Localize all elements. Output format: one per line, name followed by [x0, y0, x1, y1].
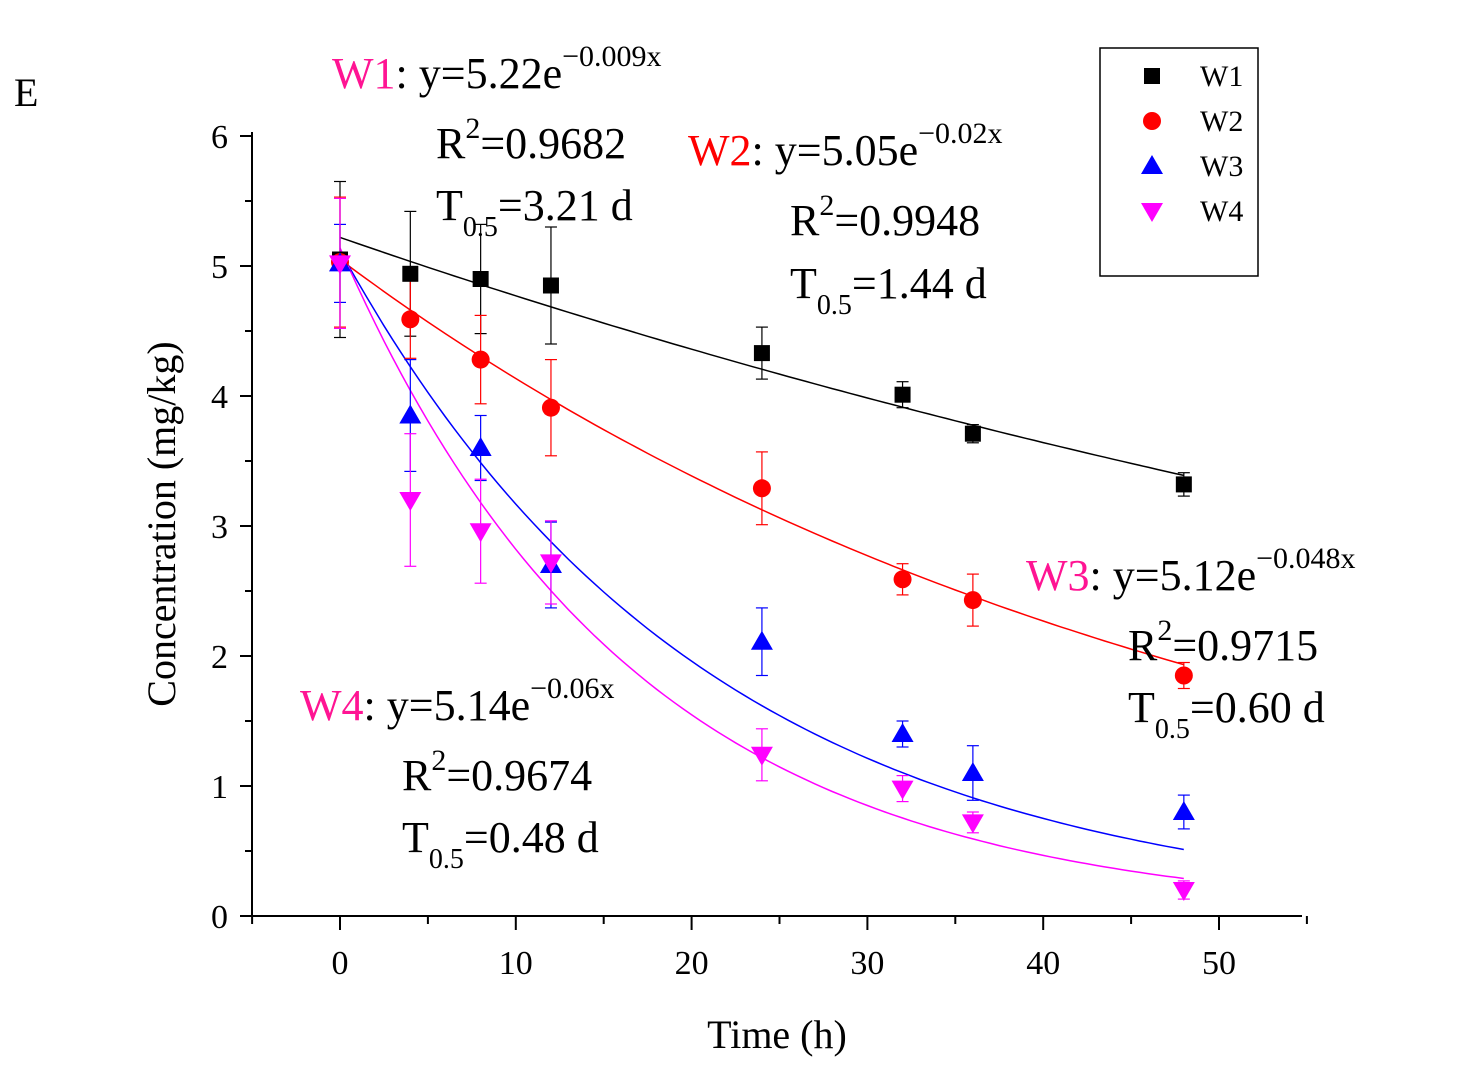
legend-label-w2: W2 — [1200, 105, 1243, 138]
legend-marker-w2 — [1143, 112, 1161, 130]
legend-box — [1099, 47, 1259, 277]
data-point-w1 — [542, 277, 559, 294]
t-w2: T0.5=1.44 d — [790, 259, 987, 321]
eq-w3-exp: −0.048x — [1256, 542, 1355, 575]
x-axis-title: Time (h) — [707, 1012, 847, 1057]
y-tick-label: 0 — [211, 899, 228, 936]
eq-w4: W4: y=5.14e−0.06x — [300, 672, 615, 730]
y-tick-label: 3 — [211, 509, 228, 546]
data-point-w2 — [471, 350, 490, 369]
x-tick-label: 20 — [675, 945, 709, 982]
x-tick-label: 40 — [1026, 945, 1060, 982]
y-tick-label: 1 — [211, 769, 228, 806]
eq-w4-exp: −0.06x — [530, 672, 614, 705]
error-bars — [334, 180, 1190, 900]
x-tick-label: 10 — [499, 945, 533, 982]
data-point-w1 — [894, 386, 911, 403]
eq-w1-exp: −0.009x — [562, 40, 661, 73]
data-point-w4 — [469, 523, 492, 543]
data-point-w1 — [964, 425, 981, 442]
annotations: W1: y=5.22e−0.009x R2=0.9682 T0.5=3.21 d… — [300, 40, 1356, 875]
data-point-w3 — [1172, 801, 1195, 820]
eq-w1-body: : y=5.22e — [396, 49, 563, 98]
x-tick-label: 0 — [332, 945, 349, 982]
data-point-w3 — [399, 404, 422, 424]
r2-w3: R2=0.9715 — [1128, 614, 1318, 670]
data-markers — [329, 251, 1195, 901]
t-w1: T0.5=3.21 d — [436, 181, 633, 243]
eq-w4-name: W4 — [300, 681, 364, 730]
data-point-w2 — [401, 310, 420, 329]
legend-label-w3: W3 — [1200, 150, 1243, 183]
data-point-w1 — [472, 271, 489, 287]
eq-w3-name: W3 — [1026, 551, 1090, 600]
data-point-w3 — [469, 437, 492, 456]
y-tick-label: 2 — [211, 639, 228, 676]
data-point-w3 — [750, 630, 773, 650]
y-tick-label: 4 — [211, 379, 228, 416]
data-point-w4 — [539, 554, 562, 574]
eq-w1-name: W1 — [332, 49, 396, 98]
data-point-w2 — [893, 570, 912, 589]
r2-w4: R2=0.9674 — [402, 744, 592, 800]
legend-label-w4: W4 — [1200, 195, 1243, 228]
eq-w1: W1: y=5.22e−0.009x — [332, 40, 662, 98]
eq-w2-body: : y=5.05e — [752, 126, 919, 175]
eq-w2: W2: y=5.05e−0.02x — [688, 117, 1003, 175]
panel-label: E — [14, 70, 38, 115]
legend: W1 W2 W3 W4 — [1099, 47, 1259, 277]
legend-marker-w4 — [1141, 203, 1163, 222]
data-point-w2 — [1174, 666, 1193, 685]
y-tick-label: 6 — [211, 119, 228, 156]
r2-w2: R2=0.9948 — [790, 189, 980, 245]
t-w3: T0.5=0.60 d — [1128, 683, 1325, 745]
data-point-w4 — [750, 746, 773, 766]
data-point-w1 — [402, 265, 419, 282]
data-point-w1 — [753, 345, 770, 362]
eq-w2-exp: −0.02x — [918, 117, 1002, 150]
eq-w4-body: : y=5.14e — [364, 681, 531, 730]
x-tick-label: 30 — [850, 945, 884, 982]
data-point-w2 — [963, 591, 982, 610]
legend-label-w1: W1 — [1200, 60, 1243, 93]
y-tick-label: 5 — [211, 249, 228, 286]
data-point-w3 — [961, 762, 984, 781]
ticks: 0 1 2 3 4 5 6 0 10 20 30 40 50 — [211, 119, 1308, 982]
data-point-w2 — [541, 398, 560, 417]
legend-marker-w1 — [1144, 68, 1160, 84]
y-axis-title: Concentration (mg/kg) — [139, 341, 184, 706]
data-point-w3 — [891, 723, 914, 742]
data-point-w1 — [1175, 476, 1192, 493]
eq-w3: W3: y=5.12e−0.048x — [1026, 542, 1356, 600]
eq-w2-name: W2 — [688, 126, 752, 175]
data-point-w4 — [1172, 882, 1195, 901]
data-point-w4 — [329, 255, 351, 275]
data-point-w4 — [961, 814, 984, 834]
data-point-w2 — [752, 479, 771, 498]
t-w4: T0.5=0.48 d — [402, 813, 599, 875]
data-point-w4 — [399, 492, 422, 511]
r2-w1: R2=0.9682 — [436, 112, 626, 168]
eq-w3-body: : y=5.12e — [1090, 551, 1257, 600]
x-tick-label: 50 — [1202, 945, 1236, 982]
legend-marker-w3 — [1141, 155, 1163, 174]
data-point-w4 — [891, 780, 914, 800]
